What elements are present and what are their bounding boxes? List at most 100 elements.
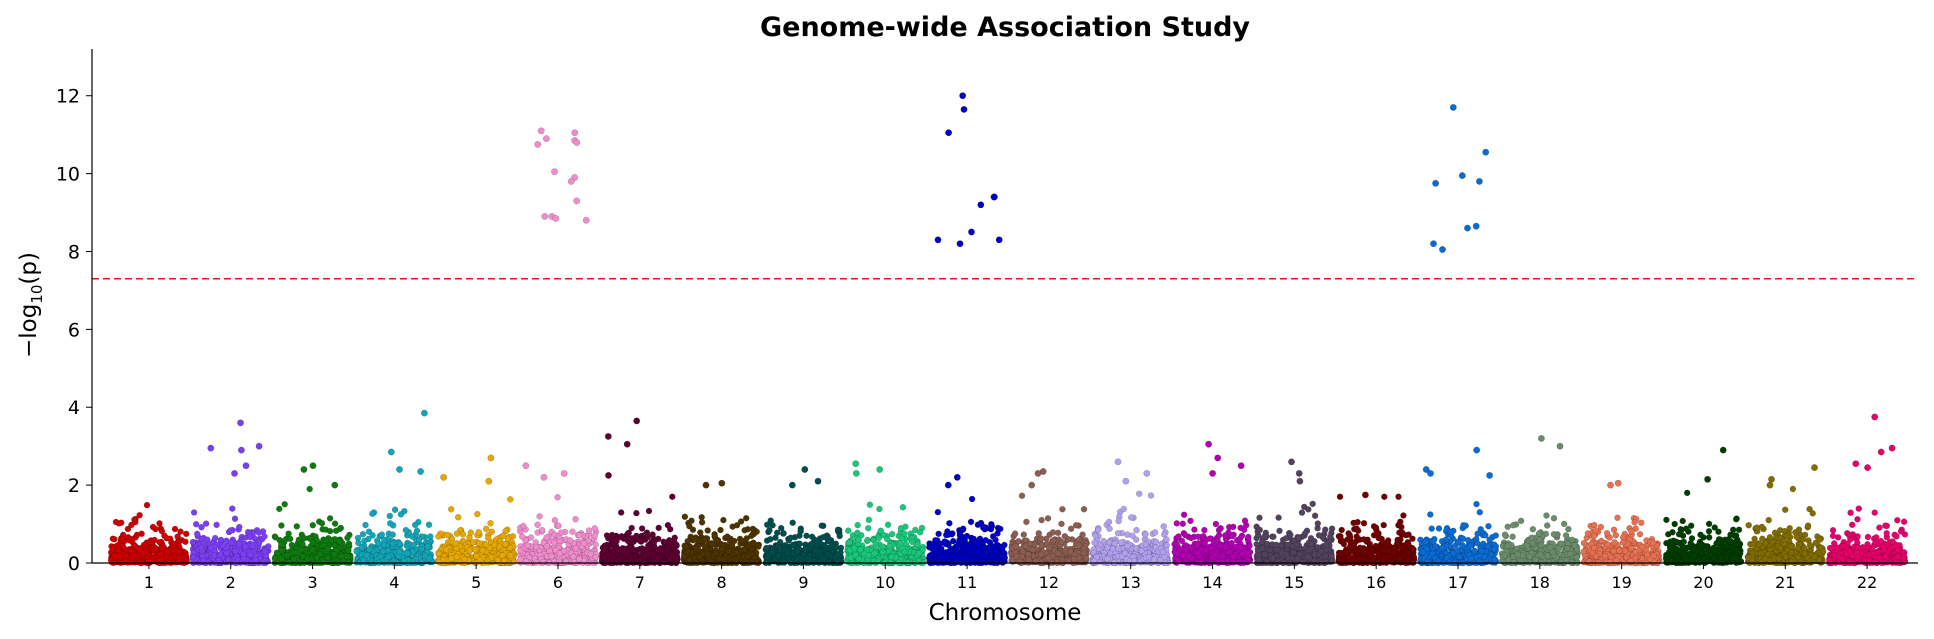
snp-hit-point: [560, 469, 568, 477]
snp-point: [283, 552, 291, 559]
snp-point: [418, 545, 425, 553]
snp-point: [133, 531, 141, 539]
snp-point: [767, 536, 774, 543]
snp-point: [358, 544, 365, 551]
snp-point: [720, 516, 727, 524]
snp-point: [175, 556, 183, 563]
snp-point: [249, 542, 256, 549]
snp-hit-point: [541, 212, 549, 220]
snp-point: [715, 555, 723, 562]
snp-point: [467, 529, 474, 536]
snp-point: [671, 542, 678, 550]
snp-point: [680, 553, 688, 560]
snp-point: [174, 533, 181, 540]
snp-point: [459, 531, 467, 538]
snp-point: [261, 547, 269, 555]
snp-point: [664, 521, 672, 529]
snp-point: [453, 530, 461, 537]
snp-point: [784, 549, 791, 556]
snp-point: [538, 526, 546, 534]
snp-point: [362, 521, 369, 529]
snp-point: [471, 546, 479, 553]
snp-point: [363, 552, 370, 559]
snp-point: [157, 550, 164, 558]
snp-point: [385, 553, 392, 560]
snp-point: [485, 535, 492, 542]
snp-point: [422, 552, 429, 560]
snp-hit-point: [788, 481, 796, 489]
snp-point: [690, 536, 698, 543]
snp-point: [872, 540, 879, 547]
snp-point: [846, 539, 853, 546]
snp-point: [684, 537, 691, 545]
snp-hit-point: [718, 479, 726, 487]
chart-title: Genome-wide Association Study: [760, 12, 1250, 43]
snp-point: [555, 558, 563, 565]
snp-point: [287, 535, 294, 543]
snp-point: [994, 524, 1002, 532]
snp-hit-point: [633, 417, 641, 425]
snp-point: [741, 527, 748, 534]
snp-point: [743, 515, 750, 522]
snp-point: [570, 558, 578, 566]
snp-point: [353, 548, 360, 555]
snp-point: [619, 548, 626, 555]
snp-point: [527, 534, 535, 541]
snp-point: [156, 520, 163, 527]
snp-point: [409, 548, 417, 555]
snp-hit-point: [995, 236, 1003, 244]
snp-point: [963, 532, 971, 540]
snp-point: [416, 536, 423, 543]
snp-point: [871, 550, 878, 557]
snp-point: [749, 525, 757, 533]
snp-point: [331, 520, 339, 527]
snp-hit-point: [623, 440, 631, 448]
snp-point: [396, 540, 403, 548]
snp-point: [136, 512, 143, 519]
snp-point: [555, 522, 562, 529]
snp-point: [474, 510, 481, 518]
snp-point: [688, 517, 695, 524]
snp-hit-point: [207, 444, 215, 452]
snp-point: [558, 529, 565, 536]
snp-point: [336, 538, 343, 545]
snp-hit-point: [605, 471, 612, 479]
snp-point: [318, 520, 326, 527]
snp-point: [973, 548, 981, 555]
snp-point: [163, 535, 171, 542]
snp-point: [994, 530, 1001, 537]
snp-point: [851, 545, 858, 552]
snp-point: [227, 527, 234, 534]
snp-point: [576, 532, 583, 539]
snp-point: [510, 558, 518, 565]
snp-point: [128, 535, 136, 543]
snp-point: [591, 532, 598, 539]
snp-point: [410, 541, 417, 549]
snp-point: [379, 548, 387, 555]
snp-point: [669, 552, 676, 559]
snp-point: [534, 521, 541, 528]
snp-point: [255, 529, 263, 536]
snp-point: [684, 548, 692, 555]
snp-point: [139, 550, 147, 557]
chromosome-1-points: [107, 501, 190, 567]
snp-point: [109, 535, 117, 542]
snp-point: [644, 534, 651, 541]
snp-point: [132, 518, 139, 526]
snp-point: [818, 522, 825, 529]
snp-point: [285, 530, 292, 537]
snp-hit-point: [604, 432, 612, 440]
snp-point: [836, 532, 843, 540]
snp-point: [517, 547, 524, 554]
snp-point: [554, 494, 561, 501]
snp-point: [855, 555, 863, 562]
snp-point: [448, 555, 455, 562]
snp-point: [865, 552, 872, 559]
snp-point: [766, 527, 773, 534]
chromosome-10-points: [844, 460, 927, 567]
snp-point: [886, 542, 893, 550]
snp-point: [189, 553, 197, 561]
snp-point: [219, 542, 226, 549]
snp-point: [937, 554, 944, 561]
snp-point: [943, 531, 950, 539]
